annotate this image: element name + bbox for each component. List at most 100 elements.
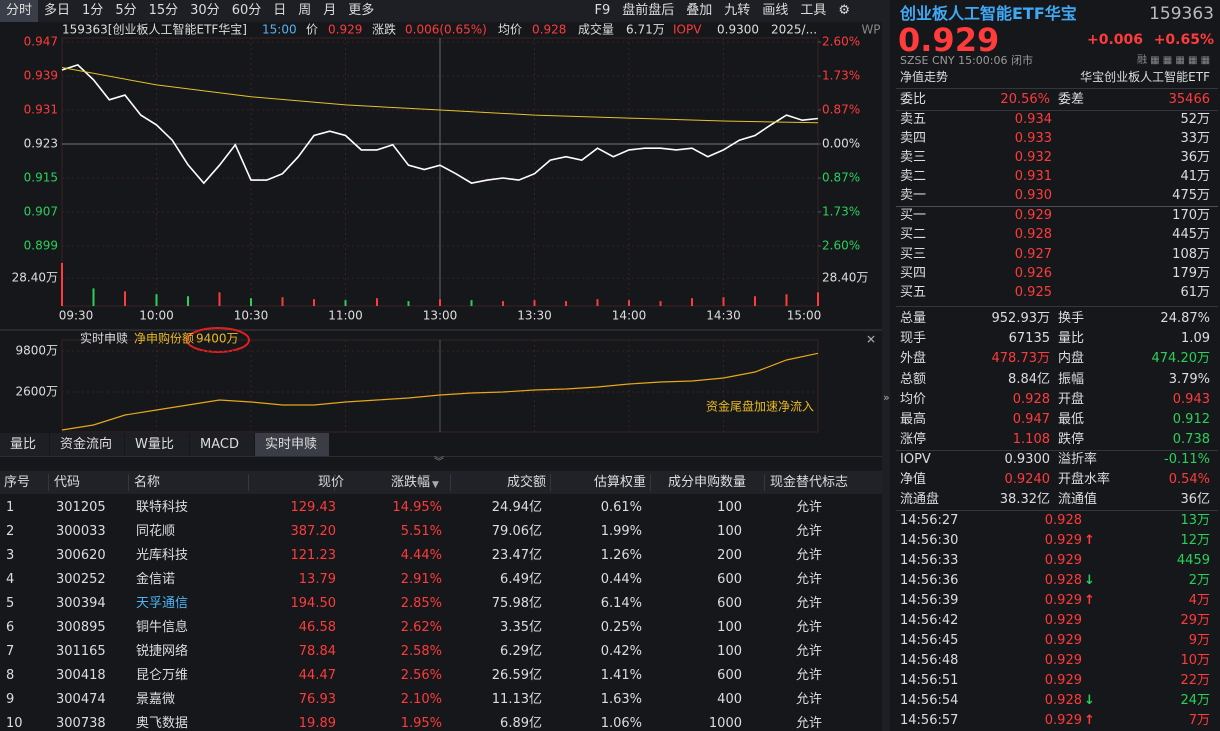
nav-link[interactable]: 净值走势 bbox=[900, 70, 949, 84]
tab[interactable]: 1分 bbox=[82, 3, 104, 18]
tab[interactable]: 15分 bbox=[148, 3, 179, 18]
volume-bar bbox=[124, 291, 126, 306]
change-pct: +0.65% bbox=[1153, 32, 1214, 48]
bottom-tab[interactable] bbox=[190, 433, 254, 456]
tool[interactable]: 画线 bbox=[762, 3, 789, 18]
wp-icon[interactable]: WP bbox=[861, 23, 880, 37]
table-cell: 允许 bbox=[796, 572, 823, 587]
etf-label: 流通值 bbox=[1058, 492, 1098, 507]
table-header[interactable]: 代码 bbox=[54, 475, 81, 490]
tab[interactable]: 分时 bbox=[0, 0, 39, 22]
table-cell: 铜牛信息 bbox=[136, 620, 189, 635]
tick-time: 14:56:33 bbox=[900, 553, 959, 568]
tick-volume: 7万 bbox=[1188, 713, 1210, 728]
tab[interactable]: 30分 bbox=[190, 3, 220, 18]
tab[interactable]: 日 bbox=[273, 3, 287, 18]
stat-label: 最高 bbox=[900, 412, 927, 427]
bottom-tab[interactable] bbox=[125, 433, 189, 456]
tab[interactable]: 周 bbox=[298, 3, 312, 18]
tab[interactable]: 60分 bbox=[231, 3, 262, 18]
ask-price: 0.932 bbox=[1014, 150, 1052, 165]
bottom-tab-label[interactable]: 实时申赎 bbox=[265, 437, 318, 452]
sort-icon[interactable]: ▼ bbox=[432, 480, 439, 490]
tab[interactable]: 多日 bbox=[44, 3, 71, 18]
table-cell: 387.20 bbox=[290, 524, 337, 539]
expand-icon[interactable]: ︾ bbox=[434, 457, 444, 468]
table-cell: 0.61% bbox=[600, 500, 642, 515]
stat-label: 现手 bbox=[900, 331, 927, 347]
fund-name: 创业板人工智能ETF华宝 bbox=[900, 4, 1077, 23]
table-header[interactable]: 估算权重 bbox=[593, 475, 646, 490]
highlight-circle bbox=[186, 327, 250, 353]
table-cell: 0.42% bbox=[600, 644, 642, 659]
table-header[interactable]: 名称 bbox=[134, 475, 161, 490]
y-tick-label: 0.931 bbox=[24, 102, 58, 116]
bid-volume: 61万 bbox=[1180, 285, 1210, 301]
table-cell: 23.47亿 bbox=[491, 548, 542, 563]
etf-value: 36亿 bbox=[1180, 492, 1210, 507]
column-divider bbox=[248, 474, 249, 491]
table-cell: 301165 bbox=[56, 644, 106, 659]
bottom-tab[interactable] bbox=[0, 433, 49, 456]
bid-volume: 445万 bbox=[1172, 227, 1210, 243]
x-tick-label: 13:30 bbox=[517, 309, 552, 323]
fund-code: 159363 bbox=[1149, 3, 1214, 24]
volume-bar bbox=[502, 301, 504, 306]
icons[interactable]: 融 ▦ ▦ ▦ ▦ ▦ bbox=[1137, 55, 1211, 66]
market-meta: SZSE CNY 15:00:06 闭市 bbox=[900, 53, 1033, 67]
bottom-tab-label[interactable]: 资金流向 bbox=[60, 437, 113, 452]
table-cell: 300418 bbox=[56, 668, 106, 683]
tab[interactable]: 更多 bbox=[348, 3, 375, 18]
stat-label: 开盘 bbox=[1058, 391, 1085, 407]
stat-value: 474.20万 bbox=[1151, 351, 1211, 367]
tool[interactable]: 工具 bbox=[800, 3, 827, 18]
stat-label: 涨停 bbox=[900, 432, 927, 448]
stat-label: 总量 bbox=[900, 311, 927, 326]
table-cell: 300394 bbox=[56, 596, 106, 611]
bottom-tab-label[interactable]: MACD bbox=[200, 437, 239, 452]
table-header[interactable]: 现价 bbox=[317, 475, 344, 490]
table-header[interactable]: 成分申购数量 bbox=[667, 475, 746, 490]
table-header[interactable]: 成交额 bbox=[506, 475, 546, 490]
table-header[interactable]: 涨跌幅 bbox=[390, 475, 430, 490]
bid-label: 买三 bbox=[900, 246, 927, 262]
table-cell: 1000 bbox=[708, 716, 742, 731]
tab[interactable]: 5分 bbox=[115, 3, 137, 18]
volume-bar bbox=[659, 301, 662, 306]
divider bbox=[896, 110, 1218, 111]
tool[interactable]: 叠加 bbox=[686, 3, 713, 18]
table-cell: 100 bbox=[717, 524, 742, 539]
y2-tick-label: 0.00% bbox=[822, 136, 860, 150]
table-header-bg bbox=[0, 471, 882, 494]
close-icon[interactable]: ✕ bbox=[866, 333, 876, 347]
table-header[interactable]: 现金替代标志 bbox=[770, 475, 849, 490]
table-cell: 金信诺 bbox=[136, 572, 176, 587]
tool[interactable]: 九转 bbox=[724, 3, 751, 18]
volume-bar bbox=[628, 300, 630, 306]
stat-label: 内盘 bbox=[1058, 351, 1085, 367]
tool[interactable]: 盘前盘后 bbox=[622, 3, 675, 18]
collapse-icon[interactable]: » bbox=[883, 391, 890, 404]
table-cell: 100 bbox=[717, 500, 742, 515]
bottom-tab-label[interactable]: 量比 bbox=[10, 437, 37, 452]
settings-icon[interactable]: ⚙ bbox=[838, 3, 850, 18]
table-cell: 129.43 bbox=[290, 500, 337, 515]
tick-time: 14:56:45 bbox=[900, 633, 959, 648]
table-header[interactable]: 序号 bbox=[4, 475, 31, 490]
tick-volume: 9万 bbox=[1188, 633, 1210, 648]
bottom-tab[interactable] bbox=[255, 433, 329, 456]
table-cell: 11.13亿 bbox=[491, 692, 542, 707]
tick-arrow: ↓ bbox=[1084, 693, 1095, 708]
stat-label: 振幅 bbox=[1058, 371, 1085, 387]
volume-bar bbox=[407, 301, 410, 306]
tool[interactable]: F9 bbox=[594, 3, 611, 18]
tab[interactable]: 月 bbox=[323, 3, 337, 18]
etf-value: 0.9240 bbox=[1004, 472, 1051, 487]
tick-arrow: ↑ bbox=[1084, 713, 1095, 728]
table-cell: 13.79 bbox=[298, 572, 336, 587]
ask-label: 卖一 bbox=[900, 188, 927, 203]
ask-label: 卖三 bbox=[900, 150, 927, 165]
bottom-tab[interactable] bbox=[50, 433, 124, 456]
bottom-tab-label[interactable]: W量比 bbox=[135, 437, 174, 452]
table-cell: 1.41% bbox=[600, 668, 642, 683]
